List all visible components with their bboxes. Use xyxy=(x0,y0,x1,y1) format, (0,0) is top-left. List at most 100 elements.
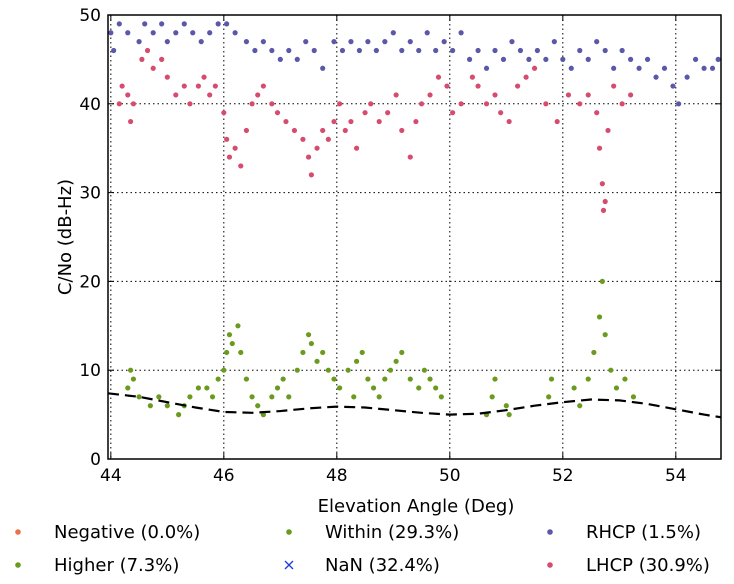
series-5-point xyxy=(116,101,122,107)
series-2-point xyxy=(156,394,162,400)
series-2-point xyxy=(224,349,230,356)
series-5-point xyxy=(469,74,476,80)
series-2-point xyxy=(393,358,399,364)
grid-lines xyxy=(108,14,721,460)
series-5-point xyxy=(348,118,354,125)
series-2-point xyxy=(585,376,591,382)
series-2-point xyxy=(221,367,227,373)
series-4-point xyxy=(692,56,699,63)
series-4-point xyxy=(164,39,170,45)
series-4-point xyxy=(382,39,388,45)
series-5-point xyxy=(221,110,227,116)
series-2-point xyxy=(492,376,498,382)
series-2-point xyxy=(226,332,233,338)
series-5-point xyxy=(611,83,617,89)
series-4-point xyxy=(407,39,413,45)
x-tick-label: 54 xyxy=(665,466,687,486)
series-4-point xyxy=(500,56,507,63)
legend-x-marker xyxy=(284,560,294,570)
series-5-point xyxy=(314,145,320,151)
legend-marker xyxy=(15,562,21,568)
legend-item: NaN (32.4%) xyxy=(284,555,440,576)
series-4-point xyxy=(670,83,676,89)
series-4-point xyxy=(715,56,721,63)
series-4-point xyxy=(424,30,430,36)
series-2-point xyxy=(376,394,382,400)
axes: 44 46 48 50 52 54 0 10 20 30 40 50 xyxy=(79,6,722,486)
series-2-point xyxy=(274,385,281,391)
series-5-point xyxy=(605,127,611,134)
series-2-point xyxy=(308,340,314,347)
legend-item: LHCP (30.9%) xyxy=(547,555,710,576)
series-2-point xyxy=(300,349,306,356)
series-4-point xyxy=(150,30,156,36)
legend-label: NaN (32.4%) xyxy=(325,555,440,576)
series-4-point xyxy=(260,39,266,45)
series-4-point xyxy=(661,65,668,71)
series-5-point xyxy=(300,136,306,142)
series-4-point xyxy=(653,74,659,80)
series-2-point xyxy=(325,367,331,373)
series-5-point xyxy=(331,118,337,125)
series-5-point xyxy=(249,101,255,107)
series-4-point xyxy=(433,47,439,54)
series-4-point xyxy=(475,47,481,54)
series-5-point xyxy=(181,83,187,89)
legend: Negative (0.0%) Higher (7.3%) Within (29.3… xyxy=(15,522,710,576)
series-4-point xyxy=(339,47,346,54)
series-5-point xyxy=(130,101,137,107)
series-4-point xyxy=(628,56,634,63)
series-5-point xyxy=(201,74,207,80)
x-axis-title: Elevation Angle (Deg) xyxy=(318,496,515,517)
series-5-point xyxy=(337,101,343,107)
series-5-point xyxy=(554,118,560,125)
series-2-point xyxy=(599,278,605,284)
series-5-point xyxy=(212,83,218,89)
series-5-point xyxy=(565,92,572,98)
series-2-point xyxy=(255,403,261,409)
series-2-point xyxy=(337,385,343,391)
series-2-point xyxy=(630,394,637,400)
series-4-point xyxy=(373,47,379,54)
series-2-point xyxy=(421,367,427,373)
series-5-point xyxy=(353,145,360,151)
series-5-point xyxy=(628,92,634,98)
series-5-point xyxy=(483,101,490,107)
series-4-point xyxy=(568,65,574,71)
series-2-point xyxy=(503,403,509,409)
series-5-point xyxy=(150,65,156,71)
series-5-point xyxy=(144,47,151,54)
series-2-point xyxy=(382,376,388,382)
series-4-point xyxy=(517,47,524,54)
series-5-point xyxy=(342,127,348,134)
series-5-point xyxy=(308,172,314,178)
legend-marker xyxy=(286,529,292,535)
series-4-point xyxy=(303,39,309,45)
series-5-point xyxy=(224,136,230,142)
series-2-point xyxy=(416,385,422,391)
series-5-point xyxy=(444,83,450,89)
series-2-point xyxy=(305,332,312,338)
series-4-point xyxy=(594,39,600,45)
series-5-point xyxy=(255,92,261,98)
series-5-point xyxy=(139,56,145,63)
series-2-point xyxy=(127,367,134,373)
series-4-point xyxy=(190,30,196,36)
series-5-point xyxy=(305,154,312,160)
series-4-point xyxy=(390,30,396,36)
y-tick-label: 30 xyxy=(79,184,101,204)
series-5-point xyxy=(602,198,608,205)
series-4-point xyxy=(224,21,230,27)
series-5-point xyxy=(475,83,481,89)
legend-item: Higher (7.3%) xyxy=(15,555,179,576)
series-4-point xyxy=(551,39,557,45)
series-5-point xyxy=(226,154,233,160)
y-tick-label: 40 xyxy=(79,95,101,115)
legend-marker xyxy=(547,562,553,568)
series-2-point xyxy=(622,376,628,382)
series-5-point xyxy=(413,118,419,125)
y-tick-label: 0 xyxy=(90,450,101,470)
series-4-point xyxy=(207,30,213,36)
series-4-point xyxy=(644,56,651,63)
x-tick-label: 50 xyxy=(439,466,461,486)
